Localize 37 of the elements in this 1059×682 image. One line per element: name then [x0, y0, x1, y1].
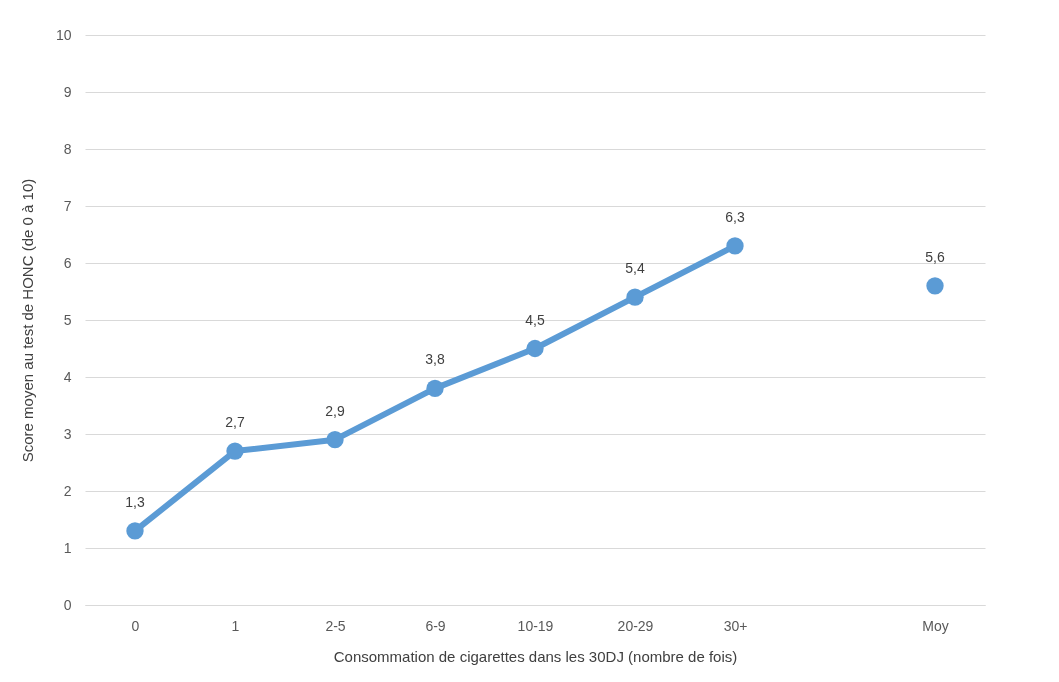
data-label: 5,6 — [925, 248, 945, 265]
y-tick-label: 10 — [55, 26, 72, 43]
data-label: 4,5 — [525, 311, 545, 328]
point — [326, 431, 344, 449]
y-tick-label: 6 — [63, 254, 72, 271]
data-label: 5,4 — [625, 260, 645, 277]
point — [226, 442, 244, 460]
y-tick-label: 1 — [63, 539, 72, 556]
data-label: 2,9 — [325, 402, 345, 419]
data-label: 2,7 — [225, 414, 245, 431]
x-tick-label: 1 — [231, 617, 240, 634]
y-tick-label: 7 — [63, 197, 72, 214]
x-tick-label: 6-9 — [425, 617, 446, 634]
y-tick-label: 3 — [63, 425, 72, 442]
y-tick-label: 8 — [63, 140, 72, 157]
data-label: 1,3 — [125, 493, 145, 510]
point — [126, 522, 144, 540]
x-tick-label: 20-29 — [617, 617, 654, 634]
data-label: 3,8 — [425, 351, 445, 368]
point — [726, 237, 744, 255]
point — [626, 288, 644, 306]
data-label: 6,3 — [725, 208, 745, 225]
y-tick-label: 0 — [63, 596, 72, 613]
x-tick-label: 10-19 — [517, 617, 554, 634]
y-tick-label: 4 — [63, 368, 72, 385]
point — [526, 339, 544, 358]
y-tick-label: 9 — [63, 83, 72, 100]
x-tick-label: 30+ — [723, 617, 748, 634]
x-tick-label: Moy — [922, 617, 949, 634]
point — [426, 379, 444, 398]
x-tick-label: 2-5 — [325, 617, 346, 634]
x-axis-title: Consommation de cigarettes dans les 30DJ (nombre de fois) — [333, 647, 738, 665]
point — [926, 277, 944, 295]
y-axis-title: Score moyen au test de HONC (de 0 à 10) — [18, 178, 36, 463]
y-tick-label: 5 — [63, 311, 72, 328]
x-tick-label: 0 — [131, 617, 140, 634]
y-tick-label: 2 — [63, 482, 72, 499]
